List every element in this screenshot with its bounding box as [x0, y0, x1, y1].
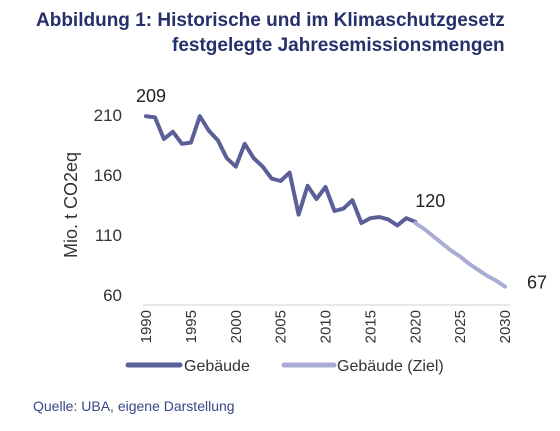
x-tick-label: 2000 [228, 310, 245, 343]
title-line-1: Abbildung 1: Historische und im Klimasch… [36, 10, 505, 31]
title-line-2: festgelegte Jahresemissionsmengen [172, 35, 505, 56]
y-axis-label: Mio. t CO2eq [61, 152, 81, 258]
x-tick-label: 1990 [138, 310, 155, 343]
data-label: 67 [527, 273, 547, 293]
x-tick-label: 2015 [362, 310, 379, 343]
series-line-gebaeude-ziel [413, 221, 507, 289]
source-note: Quelle: UBA, eigene Darstellung [33, 398, 235, 414]
data-label: 120 [415, 191, 445, 211]
y-tick-label: 160 [94, 166, 122, 185]
legend-label: Gebäude (Ziel) [337, 358, 444, 375]
legend-label: Gebäude [184, 358, 250, 375]
x-tick-label: 2010 [318, 310, 335, 343]
chart-title: Abbildung 1: Historische und im Klimasch… [0, 8, 560, 58]
data-label: 209 [136, 86, 166, 106]
x-tick-label: 2030 [497, 310, 514, 343]
x-tick-label: 2005 [273, 310, 290, 343]
y-tick-label: 60 [103, 286, 122, 305]
y-tick-label: 110 [95, 226, 122, 245]
x-tick-label: 2020 [407, 310, 424, 343]
x-tick-label: 2025 [452, 310, 469, 343]
y-tick-label: 210 [94, 106, 122, 125]
series-line-gebaeude [144, 114, 418, 228]
x-tick-label: 1995 [183, 310, 200, 343]
